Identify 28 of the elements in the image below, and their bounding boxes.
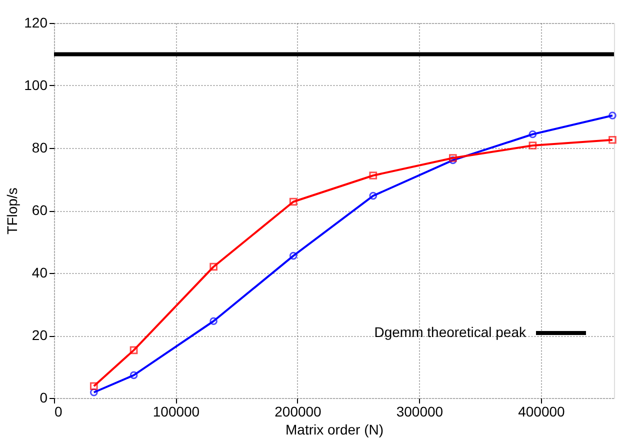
point [289, 198, 298, 206]
point [449, 154, 457, 162]
point [289, 252, 298, 260]
y-tick-label: 40 [32, 264, 48, 280]
point [130, 371, 138, 380]
point [528, 130, 537, 138]
point [90, 382, 98, 390]
legend-label: Dgemm theoretical peak [374, 324, 527, 340]
y-tick-label: 120 [24, 14, 48, 30]
point [608, 136, 616, 144]
y-tick-label: 0 [40, 390, 48, 406]
y-tick-label: 80 [32, 140, 48, 156]
point [369, 192, 378, 200]
x-tick-label: 300000 [396, 404, 444, 420]
point [130, 346, 138, 354]
y-tick-label: 60 [32, 202, 48, 218]
x-tick-label: 100000 [152, 404, 200, 420]
point [210, 317, 218, 326]
point [528, 142, 537, 150]
y-axis-title: TFlop/s [4, 188, 20, 234]
y-tick-label: 20 [32, 327, 48, 343]
point [210, 262, 218, 271]
x-tick-label: 200000 [274, 404, 322, 420]
x-tick-label: 400000 [518, 404, 566, 420]
x-axis-title: Matrix order (N) [285, 422, 384, 438]
x-tick-label: 0 [54, 404, 62, 420]
point [369, 172, 378, 180]
y-tick-label: 100 [24, 77, 48, 93]
